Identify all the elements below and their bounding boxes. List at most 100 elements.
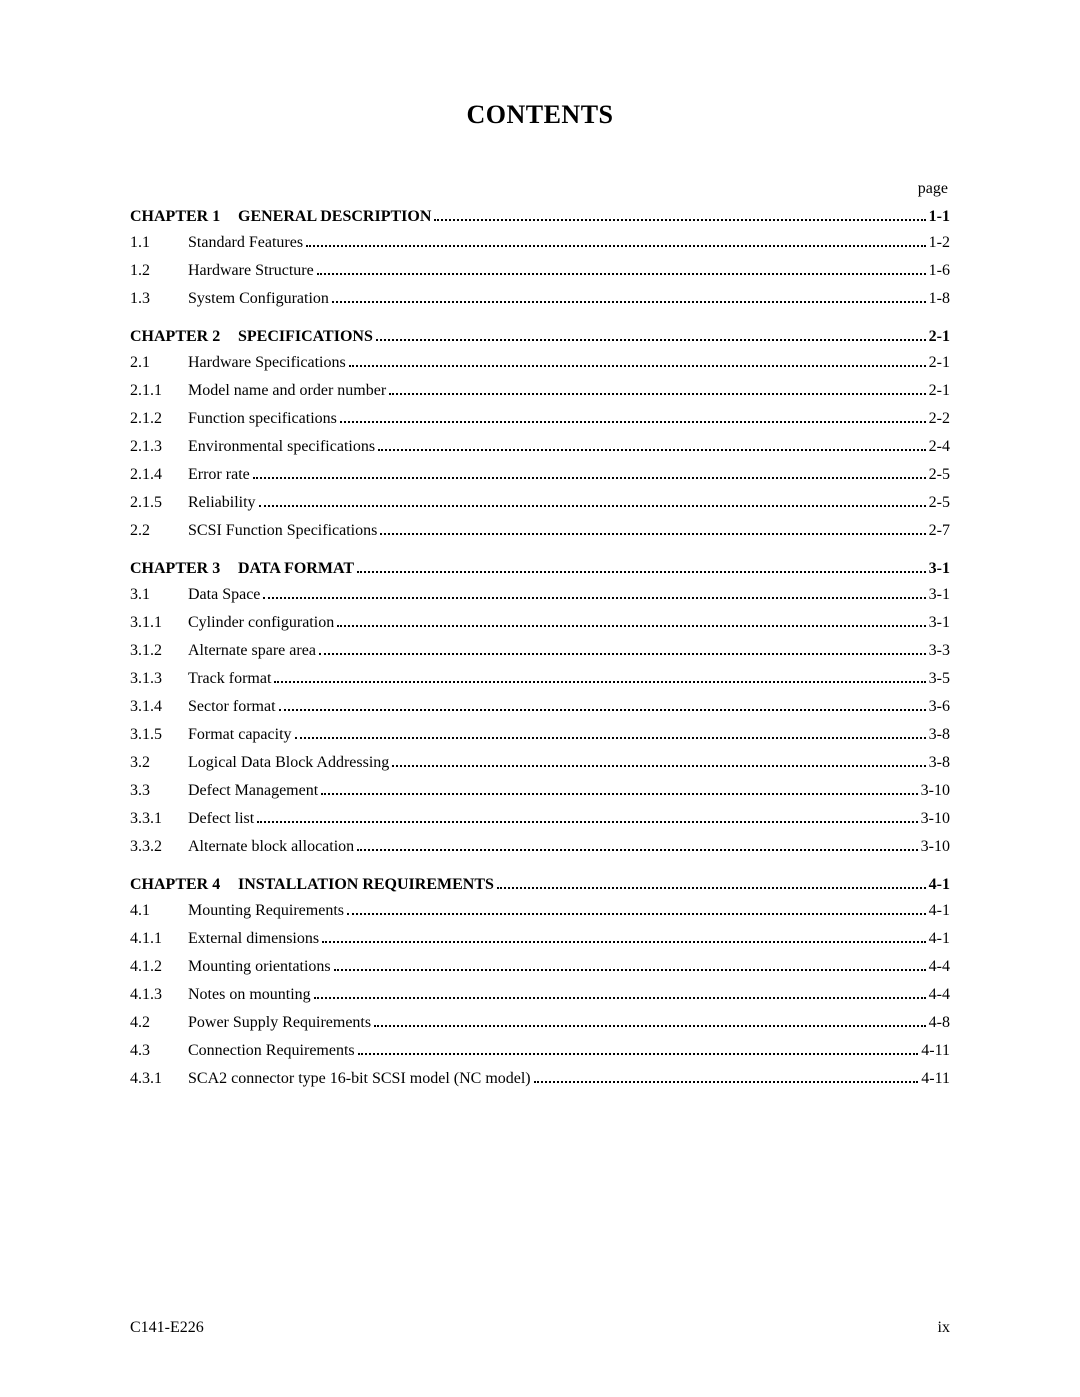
dot-leader — [434, 219, 925, 221]
entry-number: 2.1.4 — [130, 466, 188, 484]
dot-leader — [357, 849, 918, 851]
dot-leader — [332, 301, 926, 303]
entry-title: Power Supply Requirements — [188, 1014, 371, 1032]
toc-entry-row: 1.1Standard Features 1-2 — [130, 234, 950, 252]
entry-page: 2-1 — [929, 382, 950, 400]
contents-title: CONTENTS — [130, 100, 950, 130]
toc-entry-row: 3.1.5Format capacity 3-8 — [130, 726, 950, 744]
dot-leader — [349, 365, 926, 367]
toc-entry-row: 2.1.5Reliability 2-5 — [130, 494, 950, 512]
dot-leader — [263, 597, 925, 599]
entry-number: 2.1 — [130, 354, 188, 372]
entry-page: 3-5 — [929, 670, 950, 688]
chapter-label: CHAPTER 4 — [130, 876, 238, 894]
dot-leader — [279, 709, 926, 711]
entry-number: 3.1.4 — [130, 698, 188, 716]
dot-leader — [295, 737, 926, 739]
entry-page: 1-2 — [929, 234, 950, 252]
entry-title: Alternate spare area — [188, 642, 316, 660]
dot-leader — [253, 477, 926, 479]
entry-number: 2.1.2 — [130, 410, 188, 428]
entry-title: Function specifications — [188, 410, 337, 428]
chapter-block: CHAPTER 1GENERAL DESCRIPTION 1-1 1.1Stand… — [130, 208, 950, 308]
chapter-label: CHAPTER 3 — [130, 560, 238, 578]
dot-leader — [376, 339, 926, 341]
toc-entry-row: 3.3.1Defect list 3-10 — [130, 810, 950, 828]
entry-page: 3-10 — [921, 838, 950, 856]
dot-leader — [497, 887, 926, 889]
entry-title: System Configuration — [188, 290, 329, 308]
entry-title: Cylinder configuration — [188, 614, 334, 632]
entry-title: Standard Features — [188, 234, 303, 252]
entry-number: 4.1 — [130, 902, 188, 920]
toc-entry-row: 4.3.1SCA2 connector type 16-bit SCSI mod… — [130, 1070, 950, 1088]
entry-page: 2-7 — [929, 522, 950, 540]
entry-page: 3-10 — [921, 810, 950, 828]
chapter-label: CHAPTER 2 — [130, 328, 238, 346]
entry-page: 3-10 — [921, 782, 950, 800]
entry-page: 4-4 — [929, 958, 950, 976]
toc-entry-row: 3.1.4Sector format3-6 — [130, 698, 950, 716]
toc-entry-row: 4.1.3Notes on mounting 4-4 — [130, 986, 950, 1004]
page-column-label: page — [130, 180, 950, 198]
entry-page: 1-8 — [929, 290, 950, 308]
dot-leader — [257, 821, 917, 823]
entry-title: Notes on mounting — [188, 986, 311, 1004]
toc-entry-row: 2.2SCSI Function Specifications2-7 — [130, 522, 950, 540]
toc-entry-row: 2.1.4Error rate 2-5 — [130, 466, 950, 484]
chapter-heading-row: CHAPTER 1GENERAL DESCRIPTION 1-1 — [130, 208, 950, 226]
entry-number: 4.2 — [130, 1014, 188, 1032]
dot-leader — [347, 913, 926, 915]
chapter-heading-row: CHAPTER 2SPECIFICATIONS 2-1 — [130, 328, 950, 346]
dot-leader — [314, 997, 926, 999]
entry-number: 2.2 — [130, 522, 188, 540]
dot-leader — [340, 421, 926, 423]
chapter-title: DATA FORMAT — [238, 560, 354, 578]
toc-entry-row: 3.1Data Space3-1 — [130, 586, 950, 604]
chapter-heading-row: CHAPTER 4INSTALLATION REQUIREMENTS 4-1 — [130, 876, 950, 894]
toc-entry-row: 2.1.1Model name and order number2-1 — [130, 382, 950, 400]
entry-number: 4.1.2 — [130, 958, 188, 976]
entry-number: 1.2 — [130, 262, 188, 280]
entry-page: 4-11 — [921, 1042, 950, 1060]
entry-page: 4-1 — [929, 930, 950, 948]
entry-page: 3-8 — [929, 726, 950, 744]
entry-page: 3-8 — [929, 754, 950, 772]
entry-title: Hardware Structure — [188, 262, 314, 280]
dot-leader — [306, 245, 926, 247]
dot-leader — [322, 941, 926, 943]
entry-page: 4-11 — [921, 1070, 950, 1088]
toc-entry-row: 1.3System Configuration 1-8 — [130, 290, 950, 308]
toc-entry-row: 3.1.1Cylinder configuration3-1 — [130, 614, 950, 632]
entry-title: Track format — [188, 670, 271, 688]
entry-number: 2.1.3 — [130, 438, 188, 456]
dot-leader — [380, 533, 925, 535]
dot-leader — [358, 1053, 919, 1055]
entry-page: 2-4 — [929, 438, 950, 456]
dot-leader — [317, 273, 926, 275]
chapter-page: 2-1 — [929, 328, 950, 346]
dot-leader — [389, 393, 926, 395]
entry-number: 3.1.5 — [130, 726, 188, 744]
dot-leader — [259, 505, 926, 507]
entry-number: 3.3 — [130, 782, 188, 800]
entry-title: Mounting Requirements — [188, 902, 344, 920]
entry-number: 4.1.1 — [130, 930, 188, 948]
chapter-title: INSTALLATION REQUIREMENTS — [238, 876, 494, 894]
table-of-contents: CHAPTER 1GENERAL DESCRIPTION 1-1 1.1Stand… — [130, 208, 950, 1088]
entry-title: Defect Management — [188, 782, 318, 800]
entry-number: 1.3 — [130, 290, 188, 308]
chapter-block: CHAPTER 3DATA FORMAT 3-13.1Data Space3-1 3… — [130, 560, 950, 856]
dot-leader — [378, 449, 926, 451]
entry-page: 3-1 — [929, 586, 950, 604]
entry-title: Logical Data Block Addressing — [188, 754, 389, 772]
entry-number: 4.3.1 — [130, 1070, 188, 1088]
entry-title: Hardware Specifications — [188, 354, 346, 372]
chapter-title: SPECIFICATIONS — [238, 328, 373, 346]
chapter-block: CHAPTER 2SPECIFICATIONS 2-1 2.1Hardware S… — [130, 328, 950, 540]
toc-entry-row: 2.1.2Function specifications2-2 — [130, 410, 950, 428]
entry-page: 2-5 — [929, 466, 950, 484]
entry-number: 3.1.2 — [130, 642, 188, 660]
entry-title: Model name and order number — [188, 382, 386, 400]
toc-entry-row: 3.1.2Alternate spare area3-3 — [130, 642, 950, 660]
